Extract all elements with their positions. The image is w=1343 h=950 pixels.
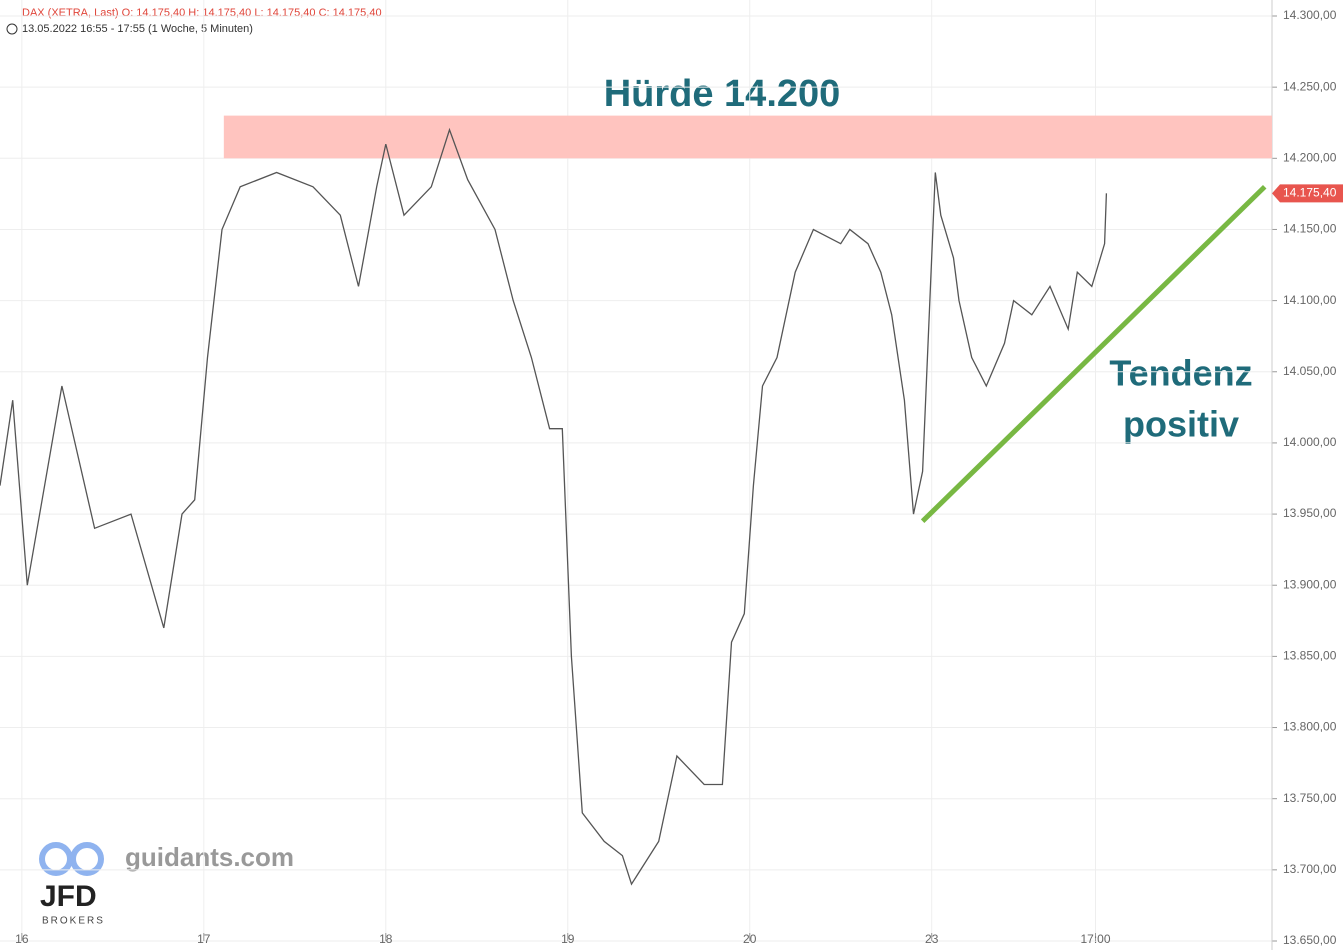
x-tick-label: 23 — [925, 932, 939, 946]
x-tick-label: 18 — [379, 932, 393, 946]
y-tick-label: 13.750,00 — [1283, 791, 1337, 805]
y-tick-label: 13.850,00 — [1283, 649, 1337, 663]
x-tick-label: 17 — [197, 932, 211, 946]
x-tick-label: 19 — [561, 932, 575, 946]
resistance-zone — [223, 115, 1272, 159]
logo-text: BROKERS — [42, 916, 105, 927]
logo-ring — [70, 842, 104, 876]
y-tick-label: 14.050,00 — [1283, 364, 1337, 378]
y-tick-label: 13.950,00 — [1283, 506, 1337, 520]
y-tick-label: 13.800,00 — [1283, 720, 1337, 734]
logo-text: JFD — [40, 880, 97, 913]
y-tick-label: 14.100,00 — [1283, 293, 1337, 307]
annotation: Hürde 14.200 — [604, 73, 841, 115]
header: DAX (XETRA, Last) O: 14.175,40 H: 14.175… — [22, 7, 382, 19]
logo-text: guidants.com — [125, 842, 294, 872]
trend-line — [920, 184, 1267, 523]
price-line — [0, 127, 1108, 886]
x-tick-label: 20 — [743, 932, 757, 946]
last-price-label: 14.175,40 — [1283, 185, 1337, 199]
x-tick-label: 17:00 — [1080, 932, 1110, 946]
y-tick-label: 14.300,00 — [1283, 8, 1337, 22]
y-tick-label: 13.900,00 — [1283, 577, 1337, 591]
y-tick-label: 14.150,00 — [1283, 222, 1337, 236]
annotation: positiv — [1123, 404, 1239, 445]
y-tick-label: 14.000,00 — [1283, 435, 1337, 449]
y-tick-label: 14.250,00 — [1283, 79, 1337, 93]
clock-icon — [6, 23, 18, 35]
logo: guidants.com JFD BROKERS — [39, 842, 294, 927]
x-tick-label: 16 — [15, 932, 29, 946]
annotation: Tendenz — [1109, 353, 1252, 394]
subheader: 13.05.2022 16:55 - 17:55 (1 Woche, 5 Min… — [22, 23, 253, 35]
y-tick-label: 13.650,00 — [1283, 933, 1337, 947]
y-tick-label: 13.700,00 — [1283, 862, 1337, 876]
y-tick-label: 14.200,00 — [1283, 150, 1337, 164]
logo-ring — [39, 842, 73, 876]
last-price-tag — [1272, 184, 1343, 203]
